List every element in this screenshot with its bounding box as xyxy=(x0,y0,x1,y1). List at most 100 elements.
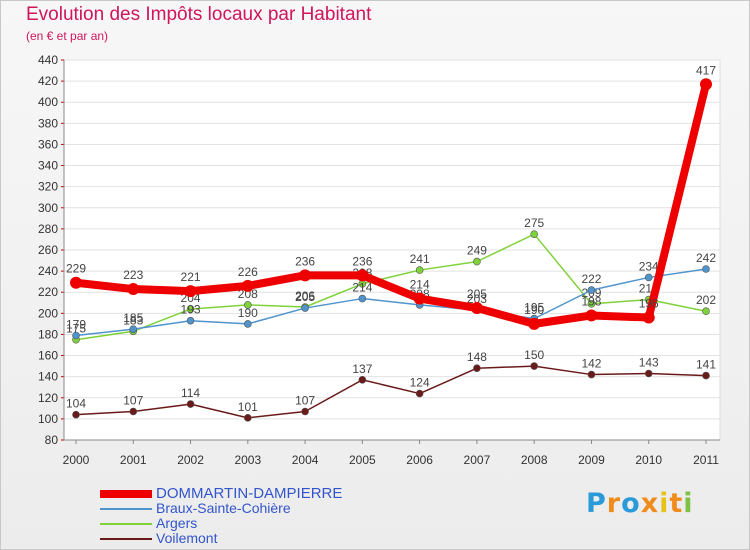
data-label: 234 xyxy=(639,259,659,273)
data-point xyxy=(72,410,80,419)
data-point xyxy=(473,257,481,266)
brand-letter: o xyxy=(621,488,641,519)
chart-title: Evolution des Impôts locaux par Habitant xyxy=(26,4,372,25)
data-point xyxy=(642,311,655,324)
brand-letter: i xyxy=(659,488,670,519)
x-tick-label: 2003 xyxy=(234,453,261,467)
data-label: 183 xyxy=(123,313,143,327)
data-label: 206 xyxy=(295,289,315,303)
y-tick-label: 140 xyxy=(38,370,58,384)
y-tick-label: 400 xyxy=(38,95,58,109)
data-point xyxy=(700,78,712,91)
data-label: 107 xyxy=(123,394,143,408)
y-tick-label: 340 xyxy=(38,159,58,173)
legend-swatch xyxy=(100,508,152,510)
series-line xyxy=(72,80,710,328)
data-label: 185 xyxy=(123,311,143,325)
x-tick-label: 2004 xyxy=(292,453,319,467)
data-point xyxy=(358,376,367,384)
data-point xyxy=(301,407,309,416)
brand-letter: x xyxy=(640,488,660,519)
legend-swatch xyxy=(100,490,152,498)
y-tick-label: 420 xyxy=(38,74,58,88)
data-label: 175 xyxy=(66,322,86,336)
y-tick-label: 260 xyxy=(38,243,58,257)
data-point xyxy=(241,279,254,292)
y-tick-label: 80 xyxy=(45,433,59,447)
y-tick-label: 160 xyxy=(38,349,58,363)
legend-label: Braux-Sainte-Cohière xyxy=(156,500,291,516)
data-point xyxy=(244,320,252,328)
y-tick-label: 220 xyxy=(38,285,58,299)
data-label: 236 xyxy=(352,254,372,268)
data-label: 148 xyxy=(467,350,487,364)
data-label: 205 xyxy=(467,287,487,301)
data-point xyxy=(184,285,197,298)
data-point xyxy=(702,371,710,380)
x-tick-label: 2005 xyxy=(349,453,376,467)
legend-label: Voilemont xyxy=(156,530,218,546)
data-label: 198 xyxy=(581,294,601,308)
brand-letter: i xyxy=(683,488,694,519)
data-point xyxy=(470,302,483,315)
data-point xyxy=(299,269,312,282)
data-label: 417 xyxy=(696,63,716,77)
data-label: 275 xyxy=(524,216,544,230)
data-point xyxy=(702,307,710,316)
data-label: 150 xyxy=(524,348,544,362)
data-point xyxy=(415,389,424,398)
data-point xyxy=(358,294,367,303)
data-label: 195 xyxy=(524,301,544,315)
x-tick-label: 2010 xyxy=(635,453,662,467)
y-tick-label: 280 xyxy=(38,222,58,236)
x-axis: 2000 2001 2002 2003 2004 2005 2006 2007 2008 2009… xyxy=(63,439,720,467)
data-point xyxy=(644,273,653,282)
data-point xyxy=(702,265,710,273)
x-tick-label: 2009 xyxy=(578,453,605,467)
brand-logo: Proxiti xyxy=(586,488,694,519)
y-tick-label: 240 xyxy=(38,264,58,278)
data-point xyxy=(129,325,138,333)
data-point xyxy=(587,370,596,379)
data-label: 249 xyxy=(467,244,487,258)
data-point xyxy=(186,305,195,313)
data-label: 124 xyxy=(410,376,430,390)
data-label: 214 xyxy=(410,278,430,292)
data-point xyxy=(186,400,195,408)
data-label: 142 xyxy=(581,357,601,371)
y-tick-label: 100 xyxy=(38,412,58,426)
x-tick-label: 2011 xyxy=(693,453,719,467)
legend-swatch xyxy=(100,538,152,540)
data-point xyxy=(244,414,252,422)
data-label: 203 xyxy=(467,292,487,306)
y-axis: 80 100 120 140 160 180 200 220 240 260 280 300 320 34… xyxy=(38,53,65,447)
data-label: 193 xyxy=(181,303,201,317)
data-label: 196 xyxy=(639,297,659,311)
x-tick-label: 2008 xyxy=(521,453,548,467)
y-tick-label: 300 xyxy=(38,201,58,215)
data-label: 226 xyxy=(238,265,258,279)
data-point xyxy=(356,269,369,282)
data-point xyxy=(72,331,80,340)
data-label: 223 xyxy=(123,268,143,282)
data-label: 107 xyxy=(295,394,315,408)
data-point xyxy=(70,276,82,289)
data-label: 141 xyxy=(696,358,716,372)
data-point xyxy=(186,316,195,325)
data-point xyxy=(301,304,309,312)
data-label: 222 xyxy=(581,272,601,286)
data-label: 236 xyxy=(295,254,315,268)
legend-swatch xyxy=(100,523,152,525)
data-label: 208 xyxy=(238,287,258,301)
data-point xyxy=(530,362,538,370)
data-label: 229 xyxy=(66,262,86,276)
data-label: 202 xyxy=(696,293,716,307)
data-point xyxy=(473,364,481,373)
data-point xyxy=(415,266,424,274)
y-tick-label: 360 xyxy=(38,137,58,151)
data-label: 205 xyxy=(295,290,315,304)
y-tick-label: 380 xyxy=(38,116,58,130)
data-point xyxy=(127,283,140,296)
data-point xyxy=(587,300,596,308)
